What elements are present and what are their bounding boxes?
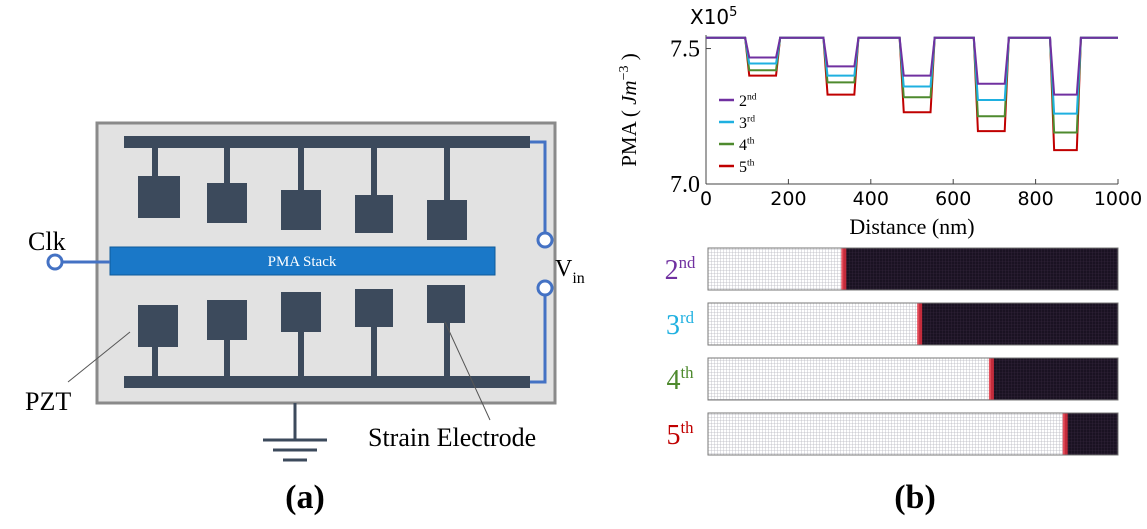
- terminal: [538, 281, 552, 295]
- snapshot-light: [708, 248, 843, 290]
- snapshot-dark: [843, 248, 1118, 290]
- multiplier-base: X10: [690, 5, 729, 29]
- panel-label: (a): [285, 479, 325, 516]
- legend-label: 5th: [739, 158, 755, 176]
- figure: PMA Stack Vin Clk PZT Strain Electrode (…: [0, 0, 1147, 529]
- x-tick-label: 800: [1017, 188, 1053, 210]
- y-label-text: PMA (: [617, 105, 641, 167]
- panel-b: X105 PMA ( Jm−3 ) Distance (nm) (b) 7.0 7…: [617, 5, 1142, 516]
- terminal: [538, 233, 552, 247]
- snapshot-light: [708, 303, 919, 345]
- snapshot-dark: [991, 358, 1118, 400]
- clk-label: Clk: [28, 227, 66, 256]
- data-line: [706, 38, 1118, 133]
- domain-wall: [841, 248, 846, 290]
- x-tick-label: 0: [700, 188, 712, 210]
- x-tick-label: 1000: [1094, 188, 1142, 210]
- y-label-close: ): [617, 53, 641, 65]
- x-tick-label: 600: [935, 188, 971, 210]
- domain-wall: [989, 358, 994, 400]
- electrode-label: Strain Electrode: [368, 423, 536, 452]
- y-axis-label: PMA ( Jm−3 ): [617, 53, 641, 167]
- vin-main: V: [555, 256, 573, 282]
- snapshot-label: 2nd: [665, 253, 696, 286]
- vin-sub: in: [572, 270, 584, 287]
- ground: [263, 403, 327, 460]
- multiplier: X105: [690, 5, 737, 29]
- x-tick-label: 400: [853, 188, 889, 210]
- terminal: [48, 255, 62, 269]
- y-tick-label: 7.0: [670, 172, 700, 198]
- panel-label: (b): [894, 479, 936, 516]
- y-label-unit: Jm: [617, 80, 641, 105]
- domain-wall: [917, 303, 922, 345]
- stack-label: PMA Stack: [268, 254, 337, 270]
- legend-label: 2nd: [739, 92, 757, 110]
- snapshot-dark: [919, 303, 1118, 345]
- snapshot-light: [708, 413, 1065, 455]
- panel-a: PMA Stack Vin Clk PZT Strain Electrode (…: [25, 123, 585, 516]
- x-tick-label: 200: [770, 188, 806, 210]
- snapshot-light: [708, 358, 991, 400]
- snapshot-dark: [1065, 413, 1118, 455]
- legend-label: 4th: [739, 136, 755, 154]
- vin-label: Vin: [555, 256, 585, 287]
- snapshot-label: 4th: [666, 363, 694, 396]
- legend-label: 3rd: [739, 114, 755, 132]
- domain-wall: [1063, 413, 1068, 455]
- snapshot-label: 5th: [666, 418, 694, 451]
- y-label-exp: −3: [617, 65, 632, 80]
- y-tick-label: 7.5: [670, 37, 700, 63]
- x-axis-label: Distance (nm): [849, 214, 974, 239]
- snapshot-label: 3rd: [666, 308, 695, 341]
- pzt-label: PZT: [25, 387, 71, 416]
- multiplier-exp: 5: [729, 5, 737, 20]
